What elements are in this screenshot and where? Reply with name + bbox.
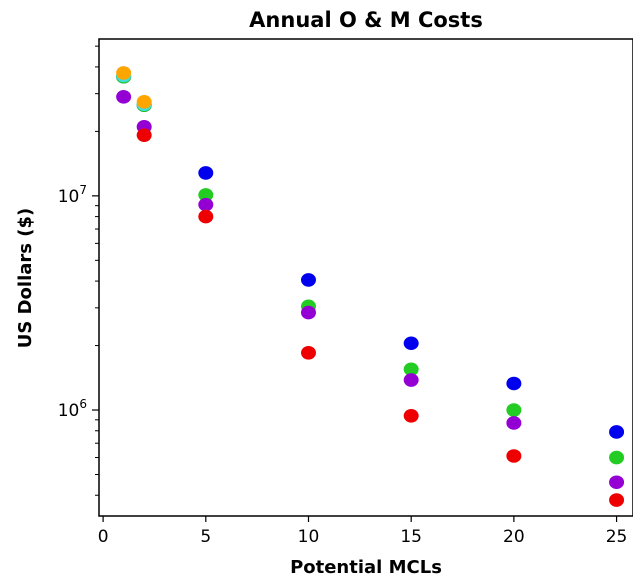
x-tick-label: 25 bbox=[606, 527, 628, 547]
series-2 bbox=[116, 69, 625, 465]
data-point bbox=[116, 66, 132, 80]
data-point bbox=[300, 273, 316, 287]
data-point bbox=[136, 94, 152, 109]
data-point bbox=[403, 373, 419, 387]
data-point bbox=[300, 305, 316, 320]
series-3 bbox=[116, 90, 625, 490]
x-tick-label: 5 bbox=[200, 527, 211, 547]
data-point bbox=[136, 128, 152, 142]
series-1 bbox=[116, 69, 625, 439]
data-point bbox=[116, 90, 132, 104]
y-tick-label: 107 bbox=[58, 183, 87, 207]
data-point bbox=[198, 166, 214, 180]
data-point bbox=[609, 493, 625, 507]
y-axis-ticks: 106 107 bbox=[58, 45, 99, 496]
x-axis-label: Potential MCLs bbox=[290, 557, 442, 578]
series-6 bbox=[116, 66, 152, 109]
data-point bbox=[506, 416, 522, 430]
x-tick-label: 20 bbox=[503, 527, 525, 547]
data-point bbox=[609, 475, 625, 490]
data-point bbox=[198, 188, 214, 202]
data-point bbox=[198, 209, 214, 224]
data-point bbox=[609, 425, 625, 439]
chart-title: Annual O & M Costs bbox=[249, 8, 483, 32]
data-points bbox=[116, 66, 625, 507]
x-tick-label: 10 bbox=[298, 527, 320, 547]
data-point bbox=[300, 346, 316, 360]
x-tick-label: 15 bbox=[400, 527, 422, 547]
data-point bbox=[403, 362, 419, 377]
data-point bbox=[403, 408, 419, 423]
plot-area-frame bbox=[98, 38, 633, 517]
x-tick-label: 0 bbox=[98, 527, 109, 547]
x-axis-ticks: 0 5 10 15 20 25 bbox=[98, 516, 628, 547]
data-point bbox=[609, 450, 625, 465]
data-point bbox=[198, 197, 214, 212]
data-point bbox=[506, 449, 522, 463]
series-4 bbox=[136, 128, 625, 507]
y-tick-label: 106 bbox=[58, 397, 87, 421]
y-axis-label: US Dollars ($) bbox=[15, 208, 36, 348]
data-point bbox=[403, 336, 419, 351]
data-point bbox=[506, 376, 522, 391]
data-point bbox=[506, 403, 522, 417]
